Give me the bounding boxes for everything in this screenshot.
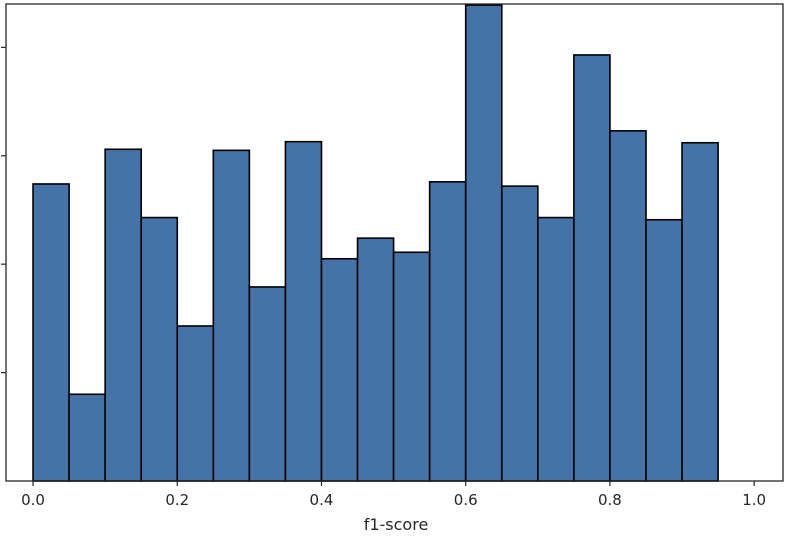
histogram-bar-1	[68, 393, 106, 482]
histogram-bar-7	[284, 140, 323, 482]
x-ticks-layer: 0.0 0.2 0.4 0.6 0.8 1.0	[21, 481, 766, 509]
x-tick-label-3: 0.6	[454, 491, 478, 509]
x-tick-label-4: 0.8	[598, 491, 622, 509]
histogram-bar-4	[176, 325, 215, 482]
histogram-bar-8	[320, 257, 359, 482]
histogram-bar-9	[356, 237, 395, 482]
histogram-bar-0	[32, 183, 70, 482]
histogram-bar-3	[140, 216, 179, 482]
x-tick-label-2: 0.4	[310, 491, 334, 509]
histogram-bar-2	[104, 148, 143, 482]
x-tick-label-1: 0.2	[165, 491, 189, 509]
histogram-bar-11	[428, 180, 467, 482]
x-tick-label-5: 1.0	[742, 491, 766, 509]
histogram-bar-10	[392, 251, 431, 482]
histogram-bar-15	[573, 54, 611, 482]
x-tick-label-0: 0.0	[21, 491, 45, 509]
x-axis-label: f1-score	[364, 515, 429, 534]
histogram-bar-18	[681, 141, 719, 482]
histogram-bar-17	[645, 218, 683, 482]
histogram-bar-14	[537, 216, 575, 482]
plot-frame	[5, 3, 784, 482]
y-ticks-layer	[1, 46, 6, 374]
histogram-bar-5	[212, 149, 251, 482]
histogram-bar-16	[609, 130, 647, 482]
histogram-bar-13	[500, 185, 539, 482]
bars-layer	[32, 4, 719, 482]
histogram-bar-6	[248, 286, 287, 482]
histogram-bar-12	[464, 4, 503, 482]
